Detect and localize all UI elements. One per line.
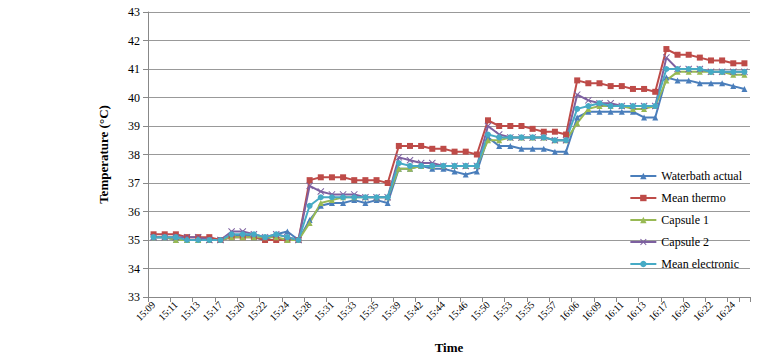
svg-text:38: 38 <box>128 148 140 162</box>
svg-text:Capsule 1: Capsule 1 <box>661 213 709 227</box>
svg-text:15:17: 15:17 <box>200 299 224 323</box>
svg-text:15:20: 15:20 <box>223 299 247 323</box>
svg-text:16:22: 16:22 <box>691 299 715 323</box>
svg-text:Time: Time <box>435 340 464 355</box>
svg-text:15:44: 15:44 <box>423 299 447 323</box>
svg-text:16:06: 16:06 <box>557 299 581 323</box>
svg-text:15:35: 15:35 <box>357 299 381 323</box>
svg-text:15:57: 15:57 <box>535 299 559 323</box>
svg-text:Waterbath actual: Waterbath actual <box>661 169 742 183</box>
svg-text:43: 43 <box>128 5 140 19</box>
svg-text:15:31: 15:31 <box>312 299 336 323</box>
svg-text:42: 42 <box>128 34 140 48</box>
svg-text:15:33: 15:33 <box>334 299 358 323</box>
svg-text:15:46: 15:46 <box>446 299 470 323</box>
svg-text:35: 35 <box>128 233 140 247</box>
svg-text:Mean electronic: Mean electronic <box>661 257 739 271</box>
svg-text:15:53: 15:53 <box>490 299 514 323</box>
svg-text:15:42: 15:42 <box>401 299 425 323</box>
svg-text:15:09: 15:09 <box>134 299 158 323</box>
svg-text:40: 40 <box>128 91 140 105</box>
svg-text:15:13: 15:13 <box>178 299 202 323</box>
svg-text:16:24: 16:24 <box>713 299 737 323</box>
svg-text:15:28: 15:28 <box>290 299 314 323</box>
svg-text:15:50: 15:50 <box>468 299 492 323</box>
svg-text:39: 39 <box>128 119 140 133</box>
svg-text:36: 36 <box>128 205 140 219</box>
svg-text:16:17: 16:17 <box>646 299 670 323</box>
svg-text:41: 41 <box>128 62 140 76</box>
svg-text:15:24: 15:24 <box>267 299 291 323</box>
svg-text:33: 33 <box>128 290 140 304</box>
svg-text:16:13: 16:13 <box>624 299 648 323</box>
svg-text:16:20: 16:20 <box>669 299 693 323</box>
svg-text:Temperature (°C): Temperature (°C) <box>96 105 111 204</box>
svg-text:15:39: 15:39 <box>379 299 403 323</box>
svg-text:15:55: 15:55 <box>513 299 537 323</box>
svg-text:16:11: 16:11 <box>602 299 626 323</box>
svg-text:15:22: 15:22 <box>245 299 269 323</box>
svg-text:34: 34 <box>128 262 140 276</box>
svg-text:15:11: 15:11 <box>156 299 180 323</box>
svg-text:16:09: 16:09 <box>580 299 604 323</box>
svg-text:Mean thermo: Mean thermo <box>661 191 725 205</box>
svg-text:Capsule 2: Capsule 2 <box>661 235 709 249</box>
svg-text:37: 37 <box>128 176 140 190</box>
